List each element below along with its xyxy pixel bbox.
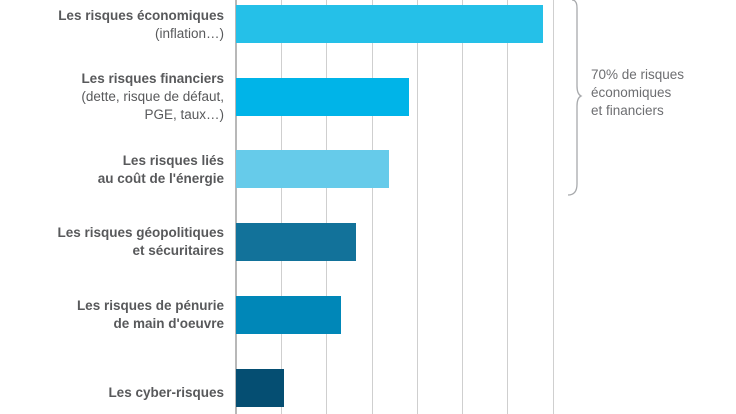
bar-energy: [236, 150, 389, 188]
category-label-geopolitical: Les risques géopolitiques et sécuritaire…: [57, 225, 224, 258]
gridline: [462, 0, 463, 414]
gridline: [372, 0, 373, 414]
category-label-energy: Les risques liés au coût de l'énergie: [97, 153, 224, 186]
category-label-financial: Les risques financiers (dette, risque de…: [81, 71, 224, 122]
gridline: [281, 0, 282, 414]
bar-geopolitical: [236, 223, 356, 261]
bar-financial: [236, 78, 409, 116]
bar-labor: [236, 296, 341, 334]
annotation-text: 70% de risques économiques et financiers: [591, 67, 685, 118]
category-label-labor: Les risques de pénurie de main d'oeuvre: [76, 298, 224, 331]
category-label-economic: Les risques économiques (inflation…): [58, 8, 224, 41]
bar-cyber: [236, 369, 284, 407]
gridline: [417, 0, 418, 414]
gridline: [326, 0, 327, 414]
gridline: [553, 0, 554, 414]
gridline: [507, 0, 508, 414]
bar-economic: [236, 5, 543, 43]
curly-brace-icon: [567, 0, 583, 196]
category-label-cyber: Les cyber-risques: [108, 385, 224, 400]
y-axis: [235, 0, 237, 414]
